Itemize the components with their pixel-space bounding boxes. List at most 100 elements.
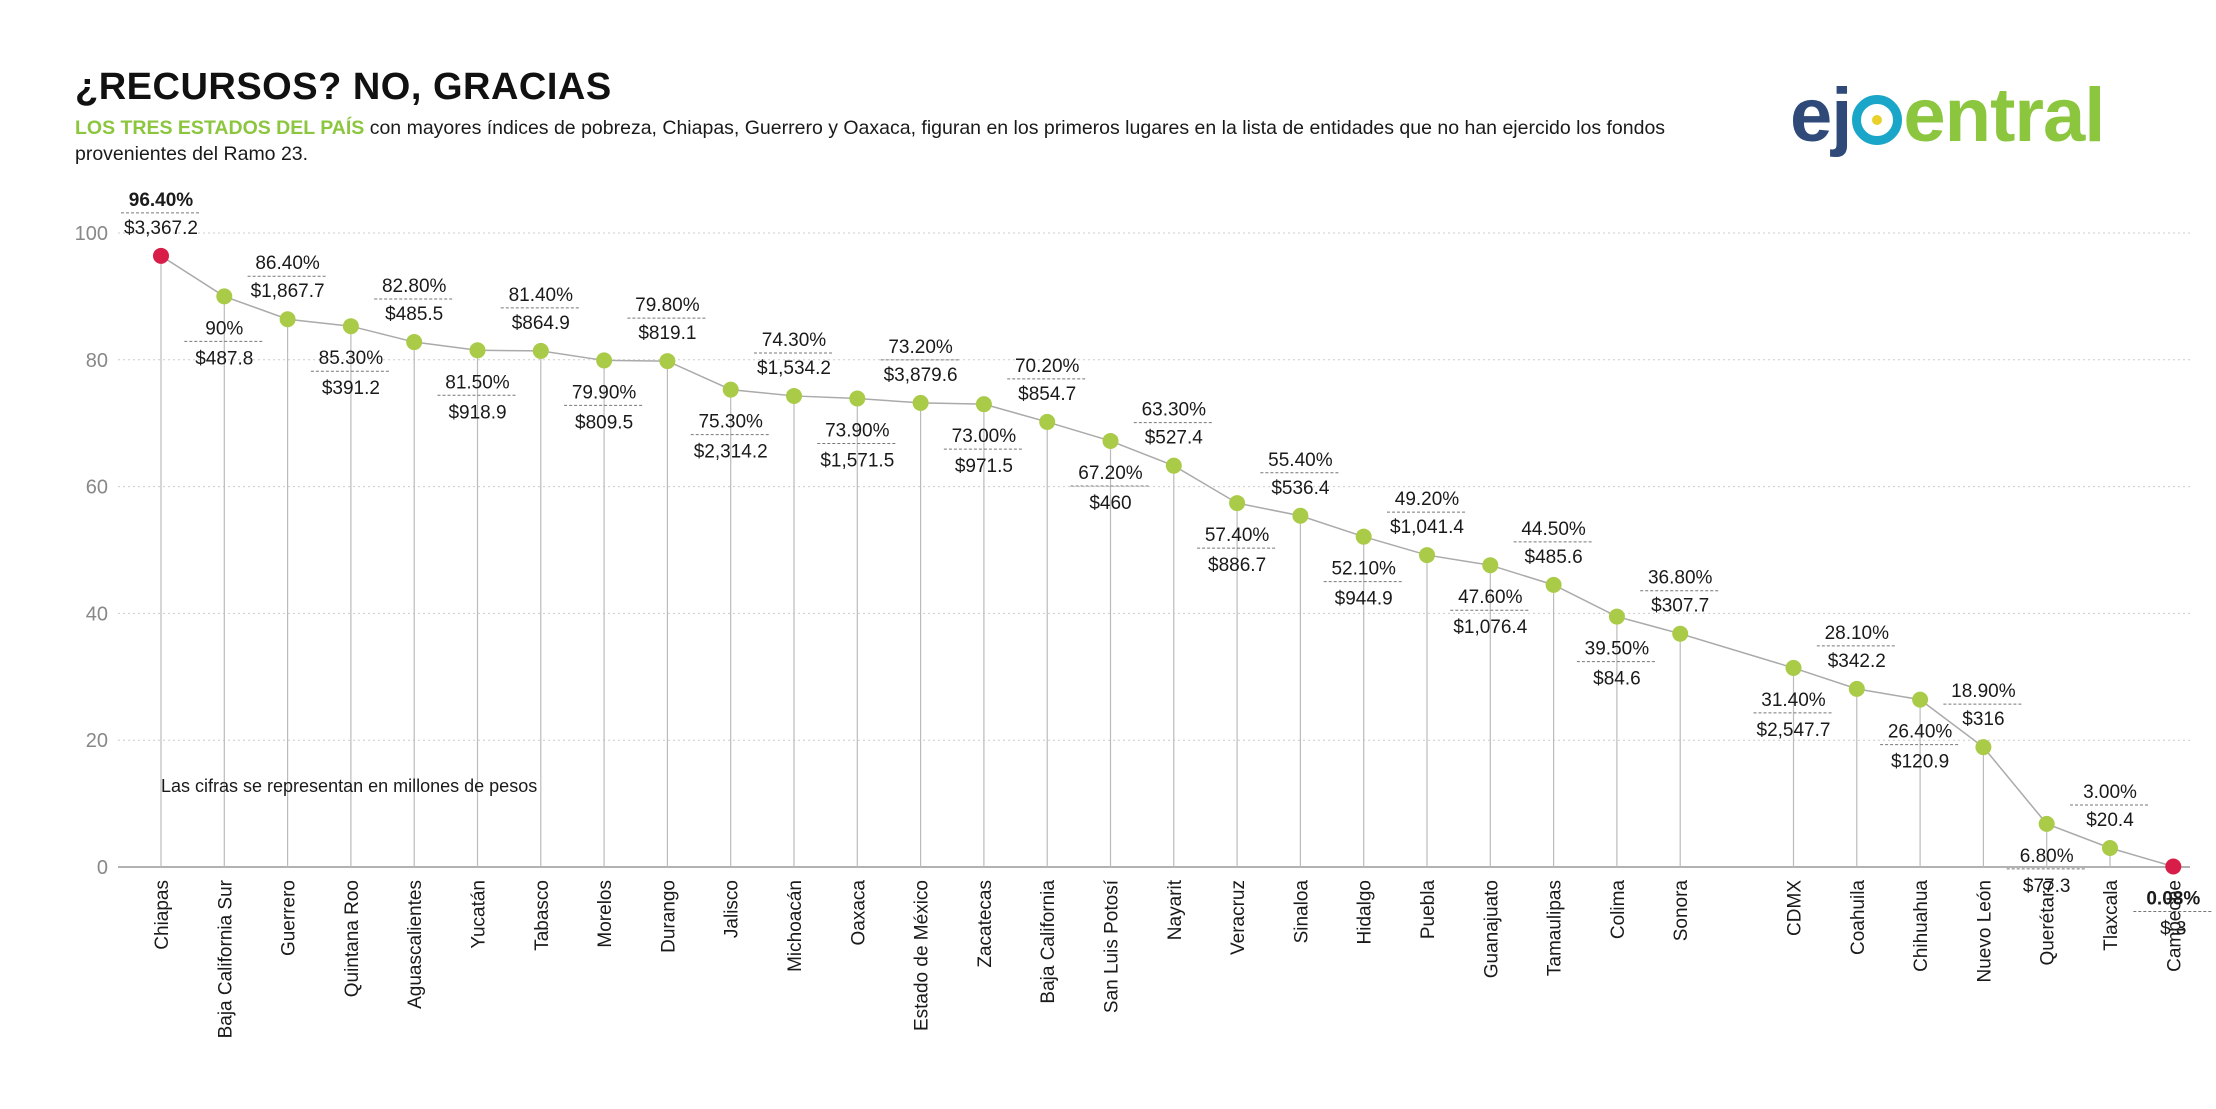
data-point: [1545, 576, 1562, 593]
data-label-amount: $487.8: [195, 348, 253, 369]
x-tick-label: Coahuila: [1848, 880, 1869, 955]
y-tick-label: 0: [97, 857, 108, 879]
x-tick-label: Estado de México: [912, 880, 933, 1031]
data-point: [1229, 495, 1246, 512]
data-point: [153, 247, 169, 264]
data-point: [975, 396, 992, 413]
data-label-amount: $316: [1962, 709, 2004, 730]
data-label-percent: 63.30%: [1142, 400, 1207, 421]
data-label-amount: $886.7: [1208, 555, 1266, 576]
data-label-amount: $342.2: [1828, 651, 1886, 672]
data-point: [1419, 547, 1435, 564]
data-label-percent: 85.30%: [319, 348, 384, 369]
data-point: [1482, 557, 1499, 574]
data-label-amount: $3,879.6: [884, 365, 958, 386]
data-label-percent: 96.40%: [129, 190, 194, 211]
data-point: [722, 381, 739, 398]
ejecentral-logo: ej entral: [1790, 78, 2105, 154]
y-tick-label: 20: [86, 730, 108, 752]
x-tick-label: Baja California: [1038, 880, 1059, 1004]
data-point: [2102, 839, 2118, 856]
x-tick-label: Hidalgo: [1355, 880, 1376, 944]
data-label-percent: 74.30%: [762, 330, 827, 351]
data-point: [532, 342, 549, 359]
data-label-amount: $1,076.4: [1453, 617, 1527, 638]
x-tick-label: Chiapas: [152, 880, 173, 950]
x-tick-label: Puebla: [1418, 880, 1439, 940]
data-point: [1848, 680, 1865, 697]
x-tick-label: Tamaulipas: [1545, 880, 1566, 976]
data-label-amount: $485.6: [1525, 547, 1583, 568]
data-point: [279, 311, 296, 328]
chart-title: ¿RECURSOS? NO, GRACIAS: [75, 66, 612, 108]
data-label-percent: 86.40%: [255, 253, 320, 274]
series-line: [160, 255, 2174, 868]
data-label-percent: 73.90%: [825, 420, 890, 441]
subtitle-text: con mayores índices de pobreza, Chiapas,…: [75, 117, 1666, 165]
data-label-percent: 81.40%: [509, 285, 574, 306]
x-tick-label: Guanajuato: [1481, 880, 1502, 978]
data-point: [406, 334, 423, 351]
data-label-amount: $944.9: [1335, 589, 1393, 610]
x-tick-label: Sinaloa: [1291, 880, 1312, 944]
y-tick-label: 100: [75, 223, 108, 245]
subtitle-highlight: LOS TRES ESTADOS DEL PAÍS: [75, 117, 365, 139]
data-label-amount: $819.1: [638, 323, 696, 344]
data-label-amount: $77.3: [2023, 876, 2071, 897]
data-label-amount: $485.5: [385, 304, 443, 325]
data-label-amount: $460: [1089, 493, 1131, 514]
chart-subtitle: LOS TRES ESTADOS DEL PAÍS con mayores ín…: [75, 115, 1695, 167]
data-point: [1672, 625, 1689, 642]
data-label-percent: 79.90%: [572, 382, 637, 403]
data-point: [1608, 608, 1625, 625]
data-label-amount: $84.6: [1593, 669, 1641, 690]
data-label-amount: $391.2: [322, 378, 380, 399]
x-tick-label: Querétaro: [2038, 880, 2059, 966]
data-label-percent: 26.40%: [1888, 722, 1953, 743]
data-point: [1912, 691, 1929, 708]
data-label-percent: 70.20%: [1015, 356, 1080, 377]
data-label-percent: 39.50%: [1585, 639, 1650, 660]
x-tick-label: Colima: [1608, 880, 1629, 940]
data-label-amount: $307.7: [1651, 596, 1709, 617]
data-label-percent: 3.00%: [2083, 782, 2137, 803]
data-label-percent: 28.10%: [1825, 623, 1890, 644]
x-tick-label: Tabasco: [532, 880, 553, 951]
data-label-amount: $864.9: [512, 313, 570, 334]
data-label-percent: 0.08%: [2146, 888, 2200, 909]
data-point: [1785, 659, 1802, 676]
chart-note: Las cifras se representan en millones de…: [161, 776, 537, 796]
data-point: [659, 353, 676, 370]
x-tick-label: Guerrero: [279, 880, 300, 956]
x-tick-label: Durango: [658, 880, 679, 953]
data-label-amount: $20.4: [2086, 810, 2134, 831]
data-label-amount: $2,547.7: [1757, 720, 1831, 741]
data-point: [596, 352, 613, 369]
data-label-percent: 36.80%: [1648, 568, 1713, 589]
data-point: [912, 394, 929, 411]
data-label-percent: 47.60%: [1458, 587, 1523, 608]
y-tick-label: 40: [86, 603, 108, 625]
logo-mark-icon: [1852, 95, 1903, 145]
x-tick-label: Nuevo León: [1974, 880, 1995, 982]
logo-text-ej: ej: [1790, 73, 1852, 158]
data-label-percent: 49.20%: [1395, 489, 1460, 510]
x-tick-label: Nayarit: [1165, 879, 1186, 940]
data-point: [786, 387, 802, 404]
data-point: [1355, 528, 1372, 545]
data-label-amount: $527.4: [1145, 428, 1204, 449]
data-label-percent: 81.50%: [445, 372, 510, 393]
x-tick-label: Oaxaca: [848, 880, 869, 946]
data-point: [2038, 815, 2055, 832]
data-point: [1102, 432, 1119, 449]
data-label-amount: $.3: [2160, 918, 2186, 939]
x-tick-label: Michoacán: [785, 880, 806, 972]
x-tick-label: Aguascalientes: [405, 880, 426, 1009]
data-point: [1039, 413, 1056, 430]
data-label-amount: $536.4: [1271, 478, 1330, 499]
x-tick-label: Baja California Sur: [215, 879, 236, 1038]
data-label-amount: $3,367.2: [124, 218, 198, 239]
data-label-percent: 57.40%: [1205, 525, 1270, 546]
data-point: [1165, 457, 1182, 474]
